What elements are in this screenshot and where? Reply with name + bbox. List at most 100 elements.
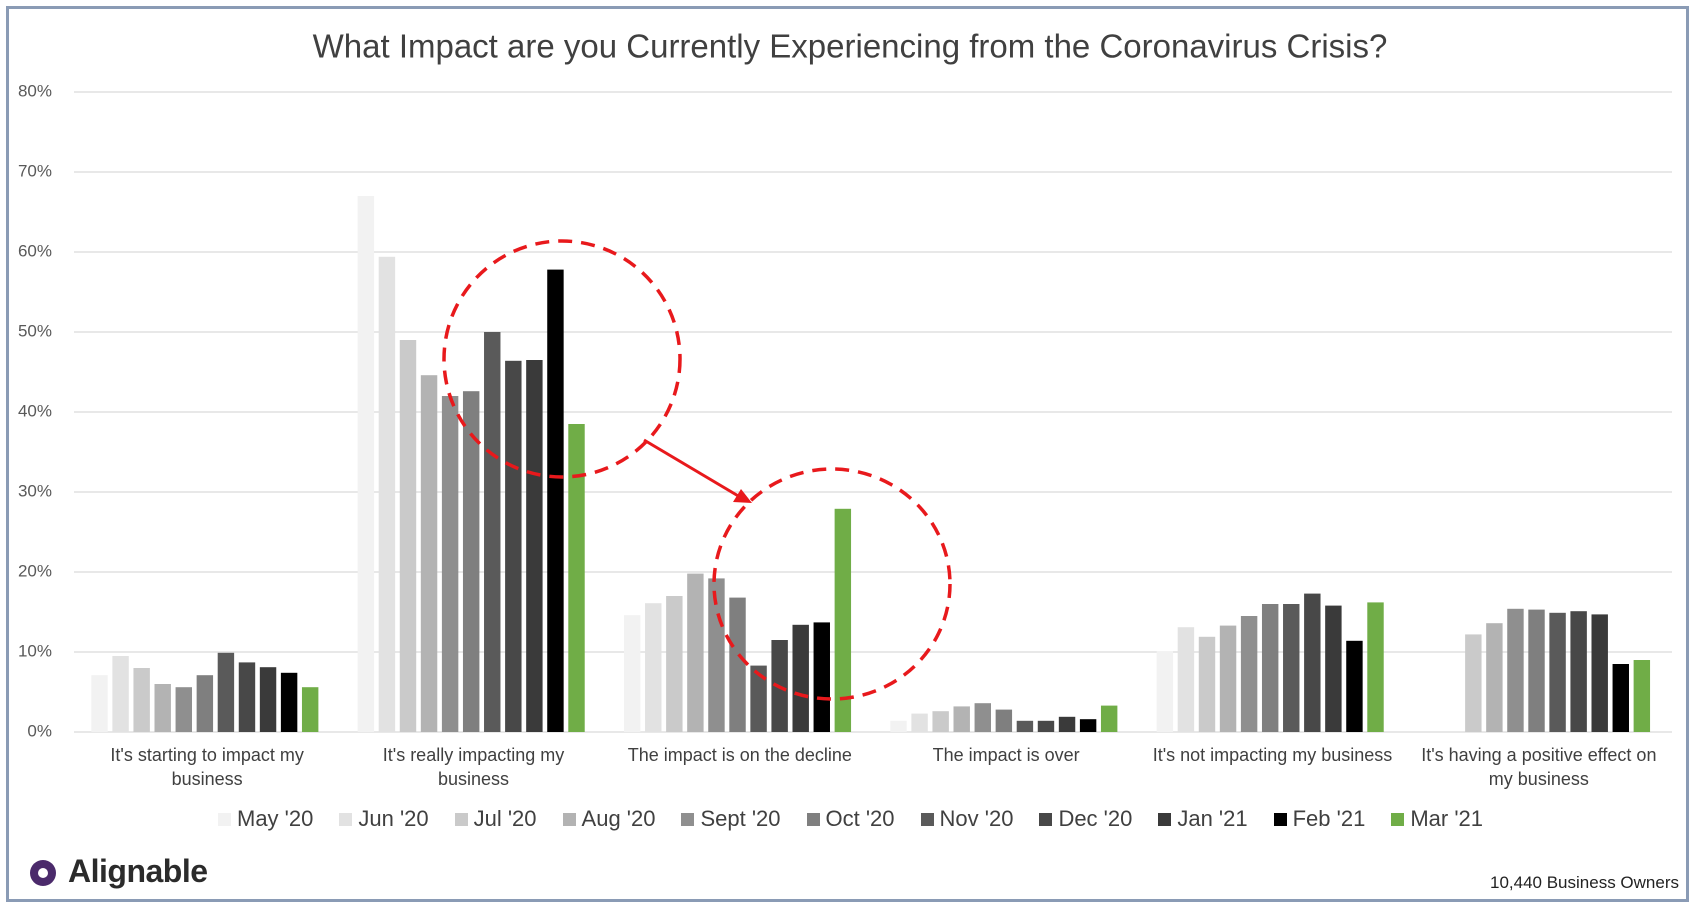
bar — [1177, 627, 1195, 732]
bar — [890, 720, 907, 732]
bar — [666, 596, 683, 732]
legend-label: Jan '21 — [1177, 806, 1248, 831]
bar — [995, 709, 1013, 732]
legend-label: Aug '20 — [581, 806, 656, 831]
bar — [1016, 720, 1034, 732]
legend-swatch — [562, 812, 576, 826]
x-tick-label: It's starting to impact my business — [110, 745, 304, 789]
bar — [1156, 651, 1174, 732]
legend-swatch — [806, 812, 820, 826]
bar — [280, 672, 298, 732]
x-tick-label: It's having a positive effect on my busi… — [1421, 745, 1657, 789]
legend-item: Sept '20 — [681, 806, 781, 832]
chart-title: What Impact are you Currently Experienci… — [313, 28, 1388, 65]
y-tick-label: 60% — [18, 241, 52, 260]
y-tick-label: 80% — [18, 81, 52, 100]
legend-item: Jul '20 — [454, 806, 537, 832]
bar — [1283, 604, 1300, 732]
legend-item: Mar '21 — [1391, 806, 1483, 832]
y-tick-label: 20% — [18, 561, 52, 580]
legend-label: Dec '20 — [1058, 806, 1133, 831]
legend-swatch — [1273, 812, 1287, 826]
bar — [462, 391, 480, 732]
legend-swatch — [1158, 812, 1172, 826]
legend-label: Jun '20 — [358, 806, 429, 831]
x-tick-label: It's not impacting my business — [1152, 745, 1393, 765]
bar — [378, 256, 396, 732]
bar — [1549, 612, 1566, 732]
bar — [441, 396, 459, 732]
bar — [645, 603, 662, 732]
bar — [399, 340, 417, 732]
y-tick-label: 30% — [18, 481, 52, 500]
annotation — [442, 239, 952, 701]
legend-item: Jun '20 — [339, 806, 429, 832]
arrow-head — [733, 489, 752, 503]
source-note: 10,440 Business Owners — [1490, 873, 1679, 892]
legend-label: Jul '20 — [473, 806, 537, 831]
legend-item: Dec '20 — [1039, 806, 1132, 832]
legend-item: Feb '21 — [1273, 806, 1366, 832]
bar — [301, 687, 319, 732]
legend-swatch — [218, 812, 231, 826]
bar — [932, 711, 949, 732]
bar — [133, 668, 150, 732]
legend-swatch — [1039, 812, 1053, 826]
legend-swatch — [681, 812, 695, 826]
legend-label: Oct '20 — [825, 806, 895, 831]
arrow — [643, 438, 741, 499]
bar — [196, 675, 214, 732]
y-tick-label: 10% — [18, 641, 52, 660]
bar — [1325, 605, 1342, 732]
bar — [1367, 602, 1384, 732]
bar — [1100, 705, 1118, 732]
x-tick-label: The impact is on the decline — [627, 745, 852, 765]
logo-icon — [30, 860, 56, 886]
legend-label: Feb '21 — [1292, 806, 1366, 831]
bar — [729, 597, 746, 732]
bar — [1507, 608, 1524, 732]
bar — [505, 360, 522, 732]
bar — [1346, 640, 1363, 732]
legend-label: Mar '21 — [1410, 806, 1483, 831]
bar — [238, 662, 256, 732]
bar — [1465, 634, 1482, 732]
bar — [911, 713, 928, 732]
legend-swatch — [339, 812, 353, 826]
frame — [6, 6, 1689, 902]
bar — [687, 573, 704, 732]
bar — [1591, 614, 1608, 732]
bar — [526, 360, 543, 732]
legend-swatch — [1391, 812, 1405, 826]
bar — [217, 652, 235, 732]
bar — [1261, 604, 1279, 732]
bar — [154, 684, 171, 732]
legend-item: Jan '21 — [1158, 806, 1248, 832]
legend-item: Aug '20 — [562, 806, 656, 832]
bar — [953, 706, 970, 732]
y-tick-label: 40% — [18, 401, 52, 420]
bar — [112, 656, 129, 732]
bar — [1528, 609, 1545, 732]
x-tick-label: It's really impacting my business — [382, 745, 565, 789]
bar — [1486, 623, 1503, 732]
bar — [1079, 719, 1097, 732]
bar — [1633, 660, 1651, 732]
bar — [357, 196, 375, 732]
legend: May '20 Jun '20 Jul '20 Aug '20 Sept '20 Oct … — [0, 806, 1701, 832]
legend-item: Nov '20 — [920, 806, 1013, 832]
bar — [91, 675, 108, 732]
bar — [175, 687, 193, 732]
bar — [420, 375, 438, 732]
bar — [1198, 636, 1216, 732]
legend-swatch — [920, 812, 934, 826]
x-tick-label: The impact is over — [932, 745, 1080, 765]
bar — [484, 332, 501, 732]
legend-swatch — [454, 812, 468, 826]
bar — [1612, 664, 1629, 732]
legend-label: May '20 — [237, 806, 314, 831]
bar — [1304, 593, 1321, 732]
bar — [974, 703, 992, 732]
